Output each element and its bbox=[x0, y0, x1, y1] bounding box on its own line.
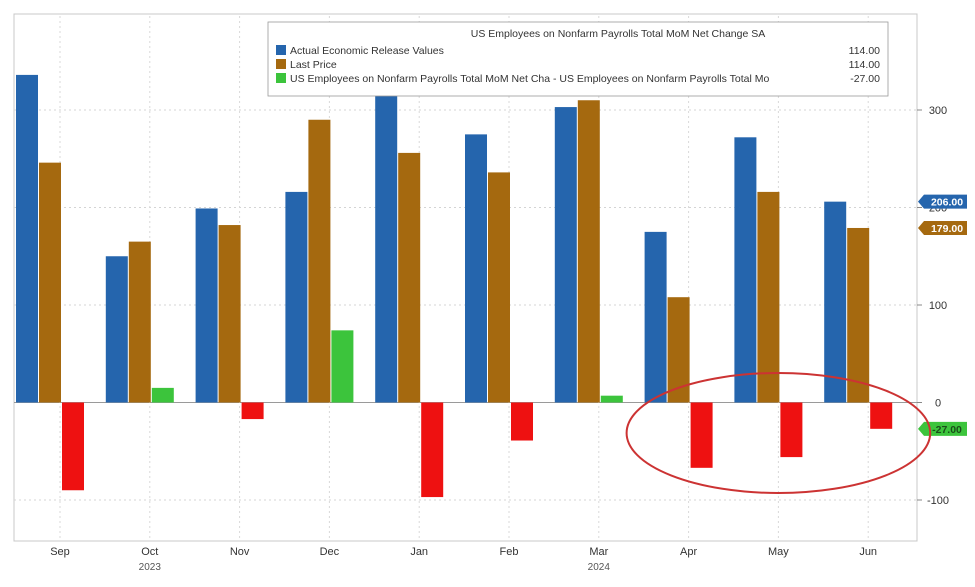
y-tick-label: 100 bbox=[929, 300, 947, 312]
bar-last-price bbox=[308, 119, 331, 403]
x-tick-label: May bbox=[768, 546, 789, 558]
bar-actual bbox=[644, 231, 667, 403]
bar-last-price bbox=[218, 225, 241, 403]
annotation-ellipse bbox=[625, 372, 932, 494]
legend-value: 114.00 bbox=[849, 59, 880, 71]
bar-difference bbox=[600, 395, 623, 403]
value-tag-shape bbox=[918, 220, 967, 235]
y-tick-label: 300 bbox=[929, 105, 947, 117]
bar-actual bbox=[16, 74, 38, 403]
x-tick-label: Mar bbox=[589, 546, 608, 558]
x-tick-label: Sep bbox=[50, 546, 70, 558]
legend-value: -27.00 bbox=[850, 73, 880, 85]
bar-actual bbox=[105, 256, 128, 403]
axes: -1000100200300SepOctNovDecJanFebMarAprMa… bbox=[50, 105, 967, 573]
bar-difference bbox=[331, 330, 354, 403]
bar-actual bbox=[734, 137, 757, 403]
legend-title: US Employees on Nonfarm Payrolls Total M… bbox=[471, 28, 766, 40]
bar-difference bbox=[151, 387, 174, 403]
legend: US Employees on Nonfarm Payrolls Total M… bbox=[267, 21, 889, 97]
x-tick-label: Jan bbox=[410, 546, 428, 558]
bar-difference bbox=[511, 402, 533, 441]
bar-difference bbox=[690, 402, 713, 468]
bar-last-price bbox=[847, 227, 870, 403]
bar-last-price bbox=[398, 152, 421, 403]
bar-difference bbox=[241, 402, 264, 420]
year-label: 2024 bbox=[588, 562, 611, 573]
value-tag-label: -27.00 bbox=[932, 424, 962, 436]
bar-last-price bbox=[488, 172, 510, 403]
bar-difference bbox=[62, 402, 84, 491]
bar-actual bbox=[195, 208, 218, 403]
x-tick-label: Apr bbox=[680, 546, 697, 558]
bar-last-price bbox=[577, 100, 600, 403]
x-tick-label: Nov bbox=[230, 546, 250, 558]
bar-last-price bbox=[667, 297, 690, 403]
bar-last-price bbox=[128, 241, 151, 403]
value-tag: 206.00 bbox=[918, 194, 967, 209]
x-tick-label: Oct bbox=[141, 546, 158, 558]
bar-actual bbox=[824, 201, 847, 403]
value-tag: -27.00 bbox=[918, 421, 967, 436]
annotations bbox=[625, 372, 932, 494]
y-tick-label: -100 bbox=[927, 495, 949, 507]
x-tick-label: Dec bbox=[320, 546, 340, 558]
bar-actual bbox=[465, 134, 487, 403]
bar-actual bbox=[375, 58, 398, 403]
x-tick-label: Jun bbox=[859, 546, 877, 558]
x-tick-label: Feb bbox=[500, 546, 519, 558]
legend-label: Last Price bbox=[290, 59, 337, 71]
bar-actual bbox=[285, 191, 308, 403]
legend-swatch bbox=[276, 73, 286, 83]
legend-label: US Employees on Nonfarm Payrolls Total M… bbox=[290, 73, 769, 85]
legend-swatch bbox=[276, 59, 286, 69]
bars bbox=[16, 58, 893, 498]
bar-last-price bbox=[39, 162, 61, 403]
bar-difference bbox=[870, 402, 893, 429]
year-label: 2023 bbox=[139, 562, 162, 573]
legend-value: 114.00 bbox=[849, 45, 880, 57]
bar-difference bbox=[421, 402, 444, 498]
value-tag: 179.00 bbox=[918, 220, 967, 235]
legend-box bbox=[267, 21, 889, 97]
value-tag-label: 206.00 bbox=[931, 197, 963, 209]
value-tag-shape bbox=[918, 194, 967, 209]
value-tag-label: 179.00 bbox=[931, 223, 963, 235]
legend-label: Actual Economic Release Values bbox=[290, 45, 444, 57]
bar-actual bbox=[554, 107, 577, 403]
legend-swatch bbox=[276, 45, 286, 55]
bar-difference bbox=[780, 402, 803, 458]
bar-last-price bbox=[757, 191, 780, 403]
y-tick-label: 0 bbox=[935, 398, 941, 410]
